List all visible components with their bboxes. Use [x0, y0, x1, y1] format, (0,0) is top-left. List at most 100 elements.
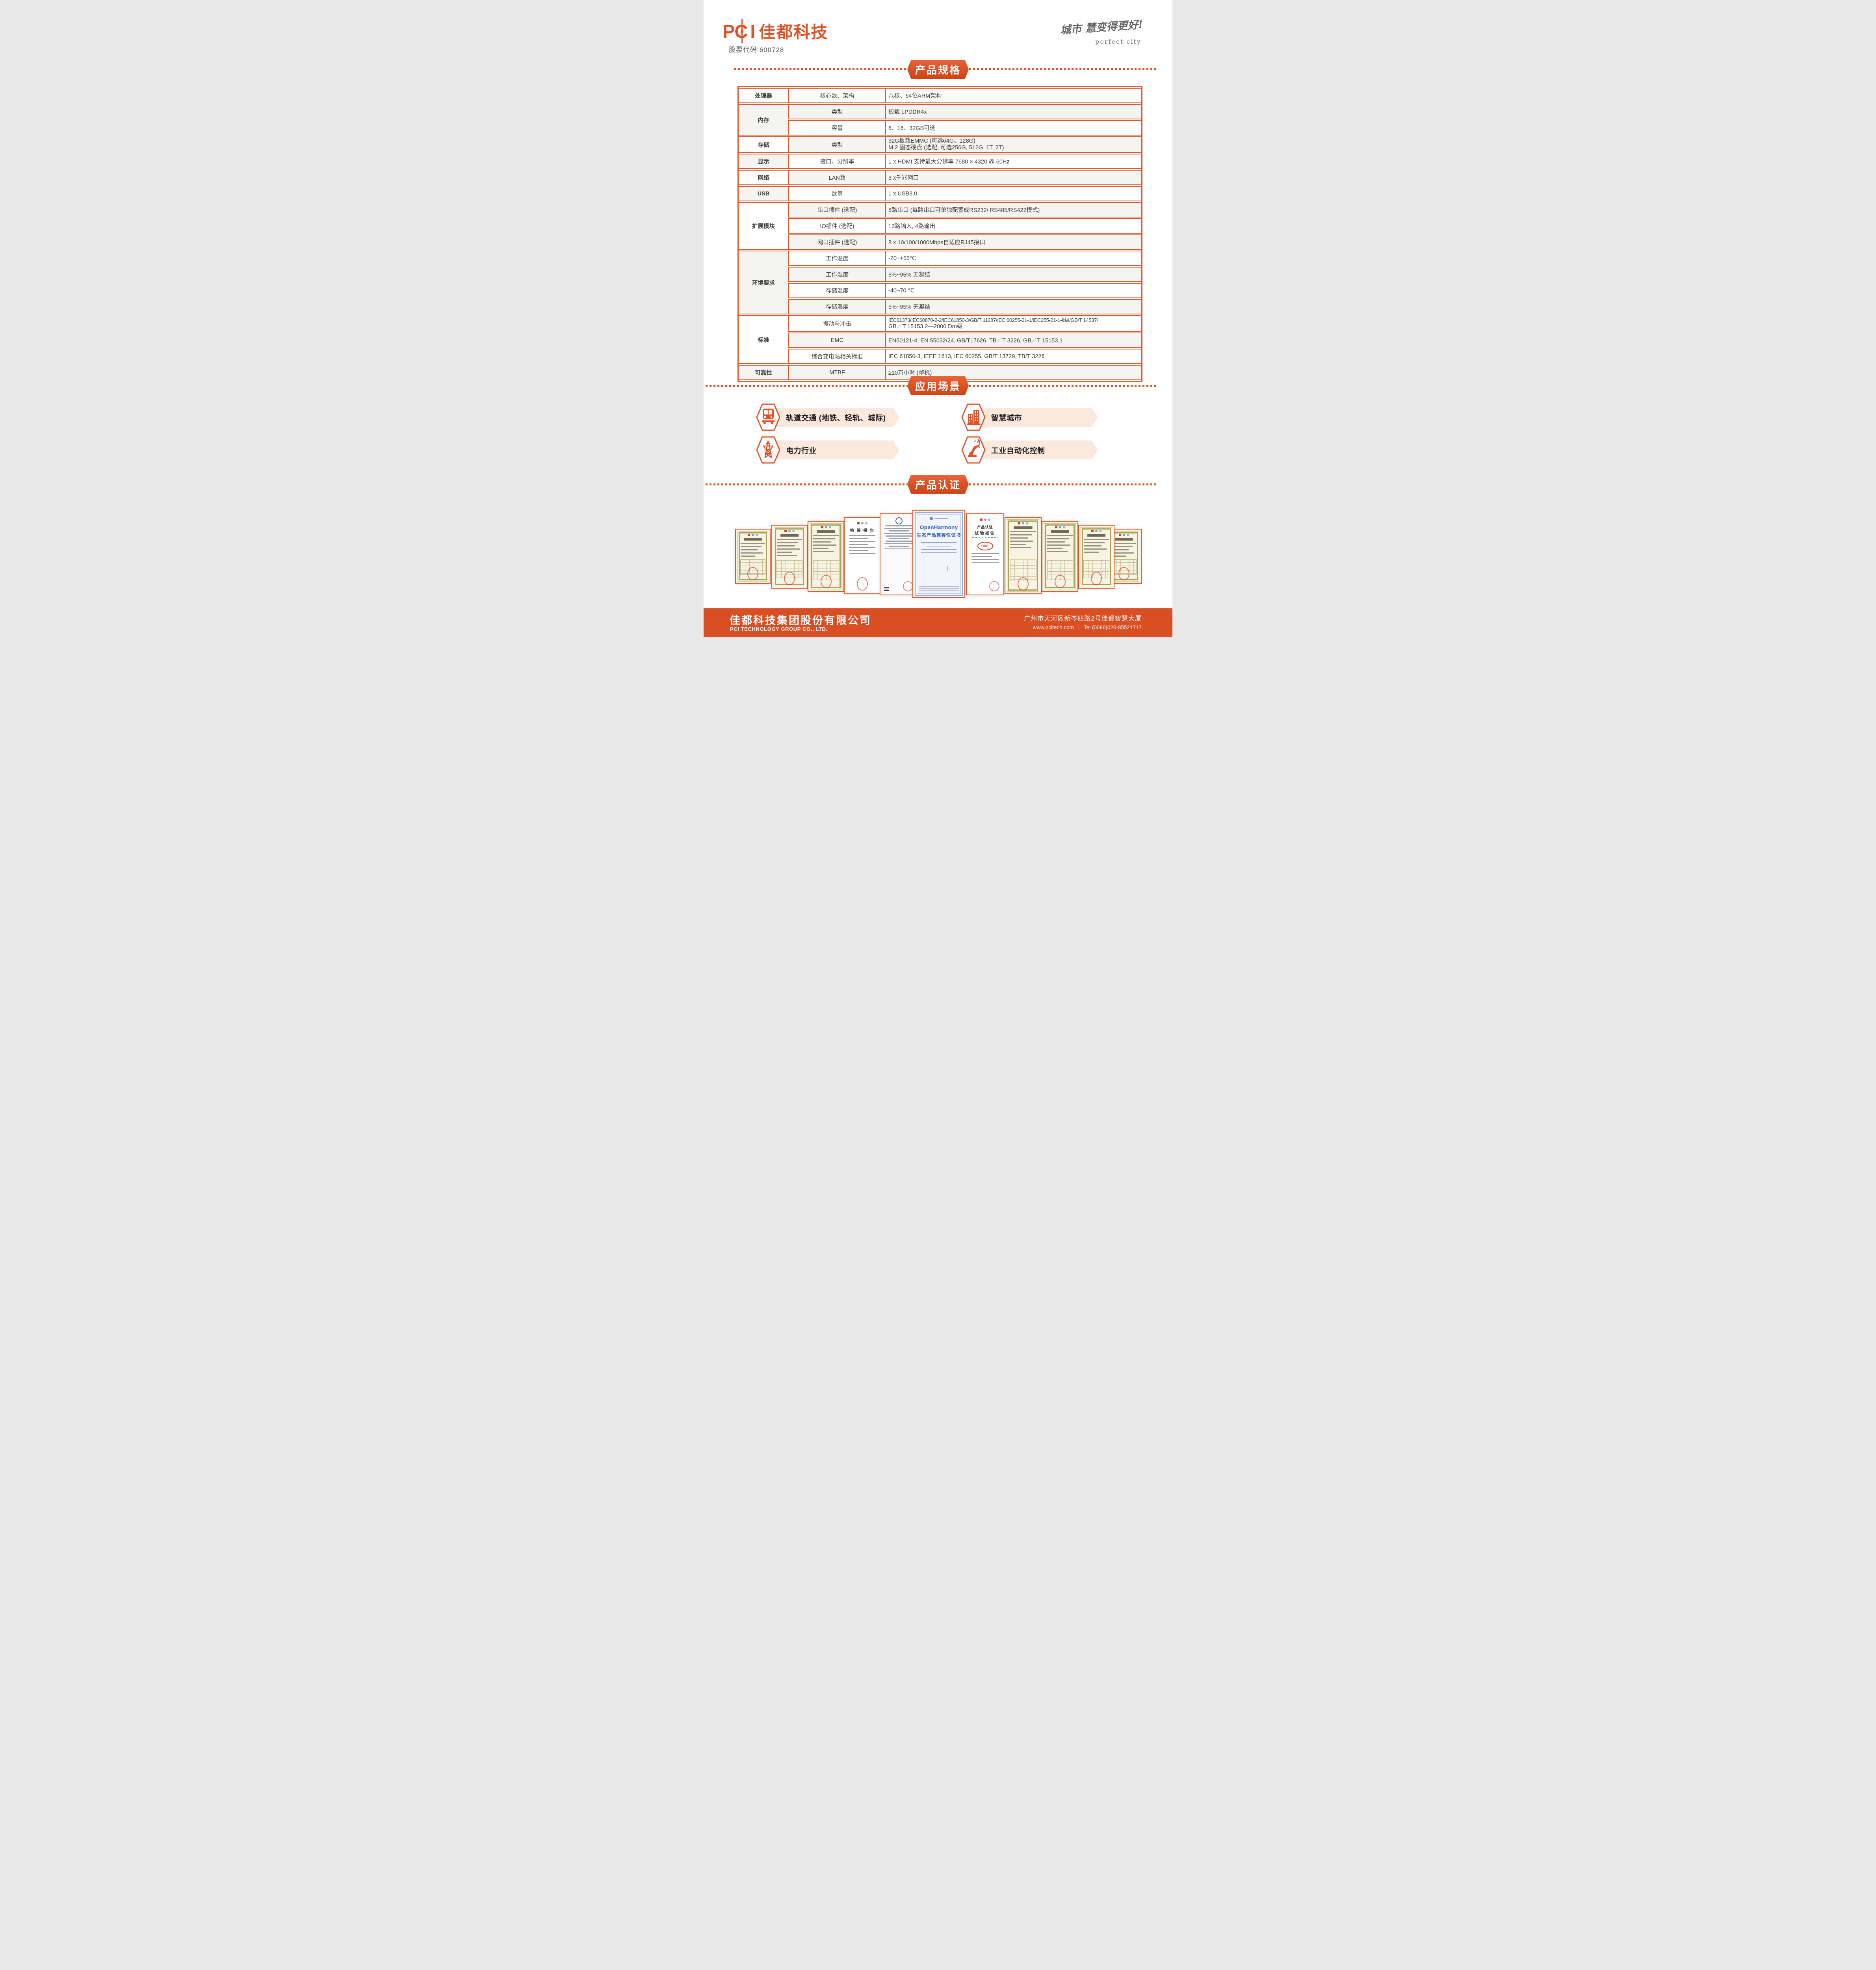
spec-value-cell: IEC 61850-3, IEEE 1613, IEC 60255, GB/T …: [885, 349, 1141, 364]
spec-param-cell: LAN数: [788, 170, 885, 185]
cert-text-lines: [849, 535, 875, 556]
section-badge-certifications: 产品认证: [907, 475, 969, 494]
slogan-english: perfect city: [1095, 38, 1141, 45]
cert-subtitle: 生态产品兼容性证书: [916, 533, 961, 538]
cert-text-lines: [1112, 543, 1136, 559]
cert-line2: 试验报告: [975, 532, 996, 536]
spec-param-cell: 综合变电站相关标准: [788, 349, 885, 364]
certificate-card: 检 验 报 告: [844, 517, 881, 594]
spec-value-cell: 3 x千兆网口: [885, 170, 1141, 185]
cert-logos: [1005, 522, 1041, 524]
app-banner: 工业自动化控制: [974, 440, 1098, 459]
spec-value-cell: 板载 LPDDR4x: [885, 104, 1141, 119]
spec-value-cell: -20~+55℃: [885, 251, 1141, 266]
spec-param-cell: EMC: [788, 333, 885, 348]
spec-value-cell: 8 x 10/100/1000Mbps自适应RJ45接口: [885, 234, 1141, 250]
dashed-line: [969, 385, 1157, 387]
footer-address: 广州市天河区新岑四路2号佳都智慧大厦: [1024, 615, 1142, 622]
cert-text-lines: [1084, 539, 1109, 555]
spec-value-line: IEC61373/IEC60870-2-2/IEC61850-3/GB/T 11…: [888, 317, 1098, 323]
app-label: 轨道交通 (地铁、轻轨、城际): [786, 414, 886, 422]
spec-param-cell: 工作温度: [788, 251, 885, 266]
spec-group-cell: 网络: [739, 170, 788, 185]
app-banner: 智慧城市: [974, 408, 1098, 427]
spec-group-cell: 存储: [739, 136, 788, 153]
certificate-card-openharmony: OpenHarmony 生态产品兼容性证书: [912, 510, 965, 598]
spec-param-cell: 容量: [788, 120, 885, 136]
power-tower-icon: [756, 436, 780, 464]
app-item-power-industry: 电力行业: [756, 436, 961, 464]
app-banner: 电力行业: [769, 440, 899, 459]
cert-logos: [1107, 534, 1141, 536]
footer-company-name-en: PCI TECHNOLOGY GROUP CO., LTD.: [730, 626, 828, 632]
slogan-chinese: 城市 慧变得更好!: [1060, 19, 1144, 37]
spec-group-cell: 可靠性: [739, 365, 788, 380]
spec-param-cell: 类型: [788, 136, 885, 153]
spec-param-cell: 串口插件 (选配): [788, 202, 885, 217]
app-item-industrial-automation: 工业自动化控制: [961, 436, 1166, 464]
spec-group-cell: 环境要求: [739, 251, 788, 314]
cert-text-lines: [884, 525, 913, 551]
dashed-line: [734, 68, 908, 70]
spec-param-cell: 网口插件 (选配): [788, 234, 885, 250]
cert-title-bar: [817, 530, 835, 533]
certificate-card: [1042, 521, 1078, 592]
footer-telephone: Tel (0086)020-85521717: [1083, 624, 1142, 630]
spec-value-cell: 八核、64位ARM架构: [885, 88, 1141, 103]
cert-emblem: [895, 517, 903, 524]
app-label: 电力行业: [786, 446, 817, 455]
spec-group-cell: USB: [739, 186, 788, 201]
cvc-stamp: CVC: [977, 542, 993, 550]
spec-value-cell: 8路串口 (每路串口可单独配置成RS232/ RS485/RS422模式): [885, 202, 1141, 217]
spec-param-cell: 核心数、架构: [788, 88, 885, 103]
spec-param-cell: 存储温度: [788, 283, 885, 298]
cert-text-lines: [971, 553, 999, 565]
spec-param-cell: MTBF: [788, 365, 885, 380]
cert-title-bar: [1115, 538, 1133, 541]
spec-group-cell: 标准: [739, 315, 788, 364]
spec-table: 处理器 核心数、架构 八核、64位ARM架构 内存 类型 板载 LPDDR4x …: [737, 86, 1142, 382]
spec-value-cell: 1 x HDMI 支持最大分辨率 7680 × 4320 @ 60Hz: [885, 154, 1141, 169]
cert-stamp: [1091, 572, 1102, 585]
certificate-card: [808, 521, 844, 592]
spec-value-cell: 5%~95% 无凝结: [885, 299, 1141, 314]
cert-stamp: [903, 581, 913, 591]
cert-qr-code: [884, 586, 889, 591]
spec-value-cell: 1 x USB3.0: [885, 186, 1141, 201]
cert-stamp: [1018, 577, 1029, 591]
spec-group-cell: 显示: [739, 154, 788, 169]
cert-stamp: [989, 581, 999, 591]
footer-company-name-cn: 佳都科技集团股份有限公司: [730, 615, 871, 626]
footer-contact-line: www.pcitech.com Tel (0086)020-85521717: [1033, 624, 1142, 630]
spec-value-cell: 13路输入, 4路输出: [885, 218, 1141, 234]
spec-group-cell: 内存: [739, 104, 788, 136]
certificate-card-cvc: 产品认证 试验报告 CVC: [966, 513, 1004, 595]
spec-param-cell: 工作湿度: [788, 267, 885, 282]
footer-website: www.pcitech.com: [1033, 624, 1074, 630]
certificate-card: [1078, 525, 1114, 589]
certificate-card: [771, 525, 808, 589]
cert-title-bar: [1014, 526, 1033, 529]
spec-value-cell: 32G板载EMMC (可选64G、128G) M.2 固态硬盘 (选配, 可选25…: [885, 136, 1141, 153]
cert-line1: 产品认证: [977, 525, 993, 529]
spec-value-cell: 5%~95% 无凝结: [885, 267, 1141, 282]
cert-logos: [967, 519, 1003, 521]
cert-divider: [972, 537, 998, 538]
app-label: 智慧城市: [991, 414, 1022, 422]
cert-title-bar: [1051, 530, 1069, 533]
spec-value-line: M.2 固态硬盘 (选配, 可选256G, 512G, 1T, 2T): [888, 145, 1004, 151]
cert-text-lines: [1010, 531, 1036, 550]
app-item-smart-city: 智慧城市: [961, 403, 1166, 431]
spec-value-cell: -40~70 ℃: [885, 283, 1141, 298]
dashed-line: [969, 68, 1157, 70]
app-item-rail-transit: 轨道交通 (地铁、轻轨、城际): [756, 403, 961, 431]
logo-company-name: 佳都科技: [759, 23, 828, 41]
cert-text-lines: [1047, 535, 1073, 554]
logo-letter-c: C: [734, 19, 748, 43]
spec-value-cell: EN50121-4, EN 55032/24, GB/T17626, TB／T …: [885, 333, 1141, 348]
cert-logos: [1079, 530, 1114, 532]
spec-value-line: 32G板载EMMC (可选64G、128G): [888, 138, 975, 144]
app-label: 工业自动化控制: [991, 446, 1045, 455]
